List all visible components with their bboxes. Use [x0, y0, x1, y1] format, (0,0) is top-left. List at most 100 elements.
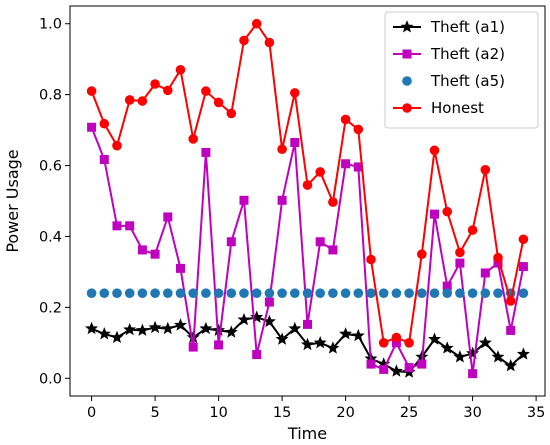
data-point: [366, 254, 376, 265]
data-point: [112, 221, 122, 231]
data-point: [277, 144, 287, 155]
y-tick-label: 1.0: [39, 17, 62, 33]
data-point: [237, 312, 251, 326]
data-point: [188, 134, 198, 144]
data-point: [493, 258, 503, 268]
data-point: [493, 252, 503, 263]
data-point: [315, 237, 325, 247]
plot-frame: [69, 5, 546, 397]
series-layer: [85, 18, 530, 379]
data-point: [404, 363, 414, 373]
data-point: [214, 340, 224, 350]
data-point: [239, 35, 249, 46]
data-point: [86, 86, 97, 96]
data-point: [148, 320, 162, 334]
data-point: [313, 336, 327, 349]
data-point: [417, 359, 427, 369]
data-point: [201, 288, 211, 298]
data-point: [97, 327, 111, 340]
data-point: [264, 297, 274, 307]
data-point: [125, 221, 135, 231]
y-tick-label: 0.6: [39, 159, 62, 175]
data-point: [150, 249, 160, 259]
legend-marker: [400, 20, 414, 33]
data-point: [440, 341, 454, 354]
x-tick-label: 0: [87, 405, 96, 421]
data-point: [99, 155, 109, 165]
data-point: [137, 245, 147, 255]
legend-label: Theft (a5): [430, 72, 505, 90]
data-point: [467, 288, 478, 298]
x-tick-label: 5: [150, 405, 159, 421]
data-point: [430, 209, 440, 219]
data-point: [252, 350, 262, 360]
data-point: [518, 288, 529, 298]
data-point: [378, 338, 389, 348]
data-point: [504, 359, 518, 372]
data-point: [264, 37, 275, 48]
series-theft-a5: [86, 288, 529, 298]
data-point: [226, 237, 236, 247]
data-point: [341, 159, 351, 169]
data-point: [453, 350, 467, 363]
y-tick-label: 0.8: [39, 88, 62, 104]
data-point: [389, 364, 403, 377]
legend-item: Theft (a1): [393, 18, 505, 36]
data-point: [213, 97, 224, 108]
legend-label: Theft (a2): [430, 45, 505, 63]
data-point: [277, 195, 287, 205]
legend-marker: [402, 103, 412, 113]
data-point: [175, 65, 186, 75]
data-point: [391, 288, 402, 298]
data-point: [110, 330, 124, 344]
data-point: [518, 234, 529, 245]
data-point: [340, 114, 351, 125]
data-point: [175, 288, 186, 298]
data-point: [239, 288, 249, 298]
data-point: [251, 18, 262, 29]
x-axis: 0 5 10 15 20 25 30 35: [87, 396, 545, 421]
data-point: [302, 288, 313, 298]
data-point: [199, 321, 213, 335]
x-axis-label: Time: [287, 424, 327, 443]
data-point: [239, 195, 249, 205]
data-point: [442, 206, 453, 217]
data-point: [137, 288, 148, 298]
data-point: [428, 332, 441, 345]
data-point: [275, 332, 289, 345]
data-point: [468, 369, 478, 379]
x-tick-label: 35: [527, 405, 545, 421]
data-point: [417, 249, 427, 259]
data-point: [85, 321, 99, 335]
legend-item: Theft (a2): [393, 45, 505, 63]
data-point: [455, 288, 465, 298]
data-point: [112, 288, 122, 298]
data-point: [161, 321, 175, 335]
data-point: [404, 338, 414, 348]
legend-frame: [384, 11, 539, 129]
data-point: [455, 258, 465, 268]
data-point: [518, 262, 528, 272]
data-point: [328, 197, 338, 207]
data-point: [288, 321, 302, 335]
data-point: [174, 318, 187, 331]
data-point: [442, 288, 453, 298]
x-tick-label: 10: [209, 405, 227, 421]
data-point: [506, 325, 516, 335]
y-tick-label: 0.2: [39, 300, 62, 316]
legend-item: Honest: [393, 99, 484, 117]
legend-marker: [402, 76, 412, 86]
data-point: [315, 288, 326, 298]
data-point: [87, 122, 97, 132]
data-point: [250, 310, 264, 323]
data-point: [417, 288, 427, 298]
data-point: [201, 86, 211, 96]
data-point: [340, 288, 351, 298]
data-point: [290, 138, 300, 147]
data-point: [429, 145, 440, 156]
data-point: [353, 124, 364, 135]
data-point: [301, 337, 314, 351]
legend: Theft (a1) Theft (a2) Theft (a5) Honest: [384, 11, 539, 129]
legend-label: Theft (a1): [430, 18, 505, 36]
